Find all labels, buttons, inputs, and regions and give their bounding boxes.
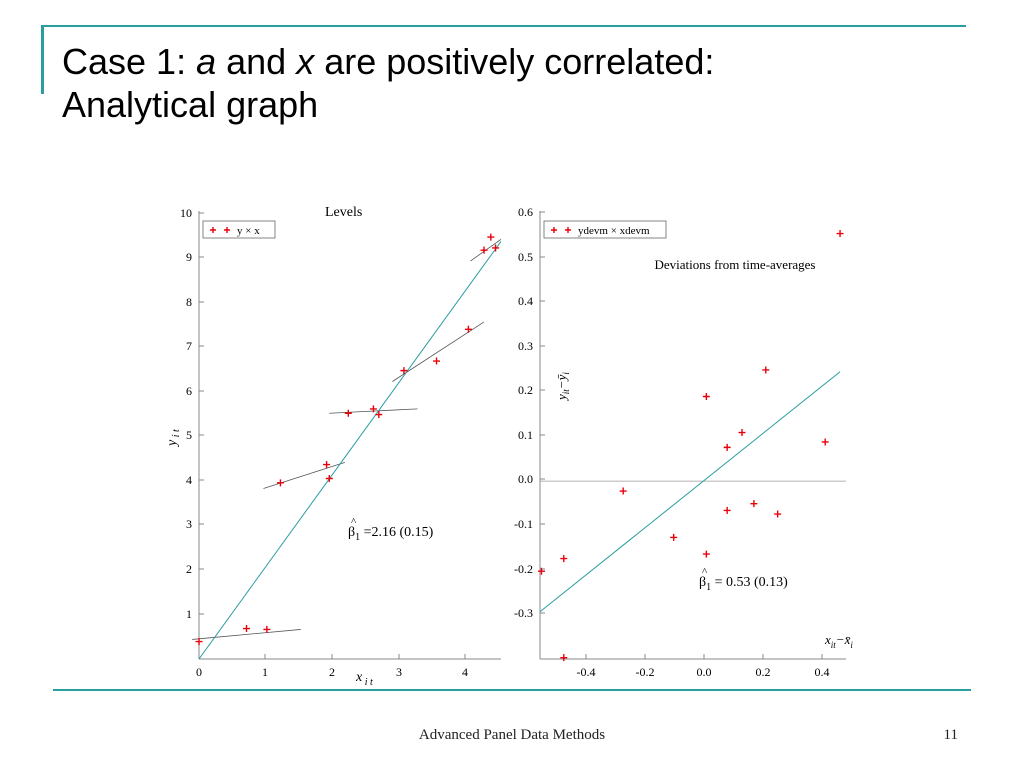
data-point-marker [263, 625, 271, 633]
x-tick-label: 0.0 [697, 665, 712, 679]
y-axis-label: y i t [165, 429, 182, 448]
page-number: 11 [943, 727, 958, 743]
y-tick-label: -0.2 [514, 562, 533, 576]
title-rule [41, 25, 966, 27]
title-line-2: Analytical graph [62, 84, 319, 125]
y-tick-label: 7 [186, 339, 192, 353]
x-tick-label: 3 [396, 665, 402, 679]
legend: ydevm × xdevm [543, 220, 667, 239]
chart-1: 1 2 3 4 5 6 7 8 9 10 0 1 2 3 4 y × x [180, 206, 502, 679]
within-group-fit-line [263, 462, 346, 489]
data-point-marker [323, 461, 331, 469]
legend-marker [565, 227, 571, 233]
y-tick-label: 9 [186, 250, 192, 264]
data-point-marker [325, 474, 333, 482]
title-part-a: a [196, 41, 217, 82]
y-tick-label: -0.1 [514, 517, 533, 531]
y-tick-label: 0.0 [518, 472, 533, 486]
x-tick-label: 0.4 [815, 665, 830, 679]
y-tick-label: 10 [180, 206, 192, 220]
legend-box [543, 220, 667, 239]
chart-title-levels: Levels [325, 205, 362, 220]
regression-fit-line [198, 241, 502, 660]
title-accent-bar [41, 26, 44, 94]
x-axis-label: x i t [355, 670, 373, 688]
x-tick-label: 1 [262, 665, 268, 679]
y-tick-label: 6 [186, 384, 192, 398]
data-point-marker [195, 638, 203, 646]
data-point-marker [738, 429, 746, 437]
x-tick-label: 0 [196, 665, 202, 679]
footer-text: Advanced Panel Data Methods [418, 727, 606, 743]
title-part-1: Case 1: [62, 41, 197, 82]
data-point-marker [836, 230, 844, 238]
within-group-fit-line [192, 629, 301, 640]
footer-rule [53, 689, 971, 691]
data-point-marker [560, 654, 568, 662]
data-point-marker [723, 443, 731, 451]
data-point-marker [480, 246, 488, 254]
y-tick-label: 0.6 [518, 205, 533, 219]
data-point-marker [492, 244, 500, 252]
legend: y × x [202, 220, 276, 239]
legend-marker [210, 227, 216, 233]
legend-box [202, 220, 276, 239]
chart-title-deviations: Deviations from time-averages [655, 257, 816, 272]
beta-hat-mark: ^ [351, 516, 357, 528]
data-point-marker [344, 409, 352, 417]
data-point-marker [723, 506, 731, 514]
y-tick-label: 4 [186, 473, 192, 487]
data-point-marker [560, 555, 568, 563]
data-point-marker [276, 479, 284, 487]
data-point-marker [821, 438, 829, 446]
regression-fit-line [539, 371, 841, 613]
data-point-marker [487, 233, 495, 241]
data-point-marker [375, 411, 383, 419]
y-tick-label: 3 [186, 517, 192, 531]
x-tick-label: -0.4 [577, 665, 596, 679]
x-tick-label: 4 [462, 665, 468, 679]
data-point-marker [670, 533, 678, 541]
x-tick-label: 2 [329, 665, 335, 679]
slide-title: Case 1: a and x are positively correlate… [62, 40, 714, 126]
data-point-marker [762, 366, 770, 374]
data-point-marker [774, 510, 782, 518]
y-tick-label: 2 [186, 562, 192, 576]
title-part-and: and [216, 41, 297, 82]
y-tick-label: 0.4 [518, 294, 533, 308]
y-tick-label: 1 [186, 607, 192, 621]
chart-2: -0.3 -0.2 -0.1 0.0 0.1 0.2 0.3 0.4 0.5 0.6 -0.4 -0.… [514, 205, 846, 679]
data-point-marker [537, 567, 545, 575]
legend-marker [224, 227, 230, 233]
data-point-marker [702, 393, 710, 401]
data-point-marker [750, 500, 758, 508]
y-tick-label: 5 [186, 428, 192, 442]
y-tick-label: -0.3 [514, 606, 533, 620]
x-axis-label-deviations: xit−x̄i [824, 632, 853, 650]
data-point-marker [619, 487, 627, 495]
y-tick-label: 0.2 [518, 383, 533, 397]
data-point-marker [433, 357, 441, 365]
y-axis-label-deviations: yit−ȳi [554, 372, 571, 402]
title-part-rest: are positively correlated: [314, 41, 715, 82]
title-part-x: x [296, 41, 315, 82]
data-point-marker [464, 325, 472, 333]
x-tick-label: 0.2 [756, 665, 771, 679]
beta-hat-mark-deviations: ^ [702, 566, 708, 578]
data-point-marker [702, 550, 710, 558]
x-tick-label: -0.2 [636, 665, 655, 679]
beta-annotation: β1 =2.16 (0.15) [348, 525, 434, 543]
y-tick-label: 0.1 [518, 428, 533, 442]
legend-label: y × x [237, 225, 260, 237]
beta-annotation-deviations: β1 = 0.53 (0.13) [699, 575, 788, 593]
legend-label: ydevm × xdevm [578, 225, 650, 237]
legend-marker [551, 227, 557, 233]
data-point-marker [369, 405, 377, 413]
y-tick-label: 0.5 [518, 250, 533, 264]
data-point-marker [243, 625, 251, 633]
y-tick-label: 8 [186, 295, 192, 309]
data-point-marker [400, 367, 408, 375]
y-tick-label: 0.3 [518, 339, 533, 353]
